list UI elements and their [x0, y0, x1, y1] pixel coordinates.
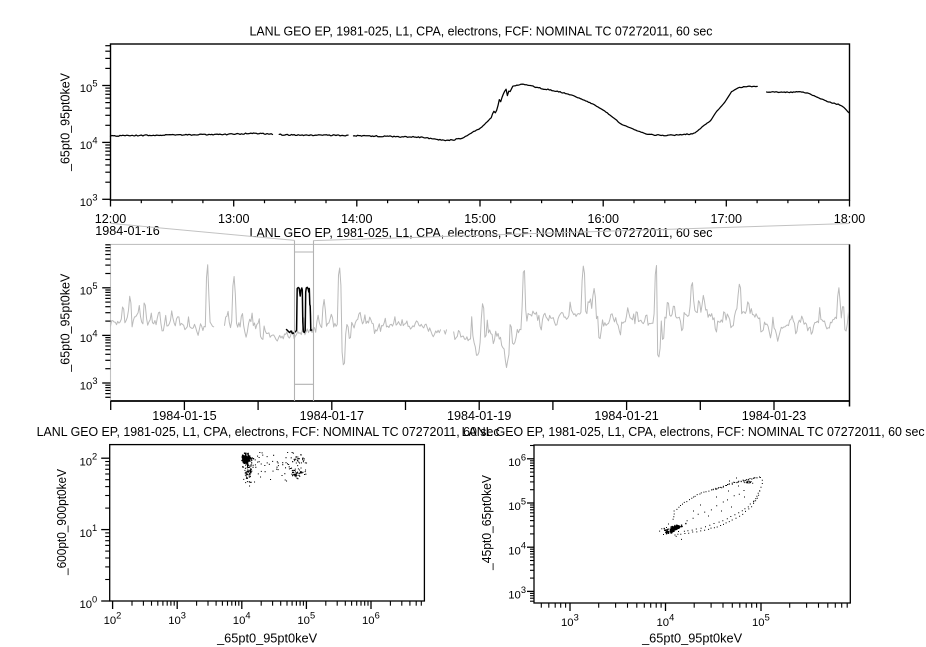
svg-text:LANL GEO EP, 1981-025, L1, CPA: LANL GEO EP, 1981-025, L1, CPA, electron… — [37, 425, 500, 439]
svg-text:_65pt0_95pt0keV: _65pt0_95pt0keV — [58, 273, 72, 373]
svg-text:17:00: 17:00 — [711, 212, 743, 226]
svg-text:1984-01-23: 1984-01-23 — [742, 409, 806, 423]
svg-text:13:00: 13:00 — [218, 212, 250, 226]
svg-text:1984-01-16: 1984-01-16 — [95, 224, 159, 238]
svg-text:LANL GEO EP, 1981-025, L1, CPA: LANL GEO EP, 1981-025, L1, CPA, electron… — [462, 425, 925, 439]
svg-text:18:00: 18:00 — [834, 212, 866, 226]
svg-text:15:00: 15:00 — [464, 212, 496, 226]
svg-text:_65pt0_95pt0keV: _65pt0_95pt0keV — [641, 632, 743, 646]
svg-text:_45pt0_65pt0keV: _45pt0_65pt0keV — [480, 474, 494, 571]
svg-text:12:00: 12:00 — [95, 212, 127, 226]
svg-text:1984-01-21: 1984-01-21 — [594, 409, 658, 423]
svg-text:1984-01-15: 1984-01-15 — [152, 409, 216, 423]
svg-text:_65pt0_95pt0keV: _65pt0_95pt0keV — [216, 632, 318, 646]
svg-text:LANL GEO EP, 1981-025, L1, CPA: LANL GEO EP, 1981-025, L1, CPA, electron… — [250, 226, 713, 240]
svg-text:16:00: 16:00 — [587, 212, 619, 226]
svg-text:14:00: 14:00 — [341, 212, 373, 226]
svg-text:_600pt0_900pt0keV: _600pt0_900pt0keV — [55, 468, 69, 576]
svg-text:1984-01-17: 1984-01-17 — [300, 409, 364, 423]
svg-text:LANL GEO EP, 1981-025, L1, CPA: LANL GEO EP, 1981-025, L1, CPA, electron… — [250, 25, 713, 39]
svg-text:1984-01-19: 1984-01-19 — [447, 409, 511, 423]
svg-text:_65pt0_95pt0keV: _65pt0_95pt0keV — [58, 72, 72, 172]
